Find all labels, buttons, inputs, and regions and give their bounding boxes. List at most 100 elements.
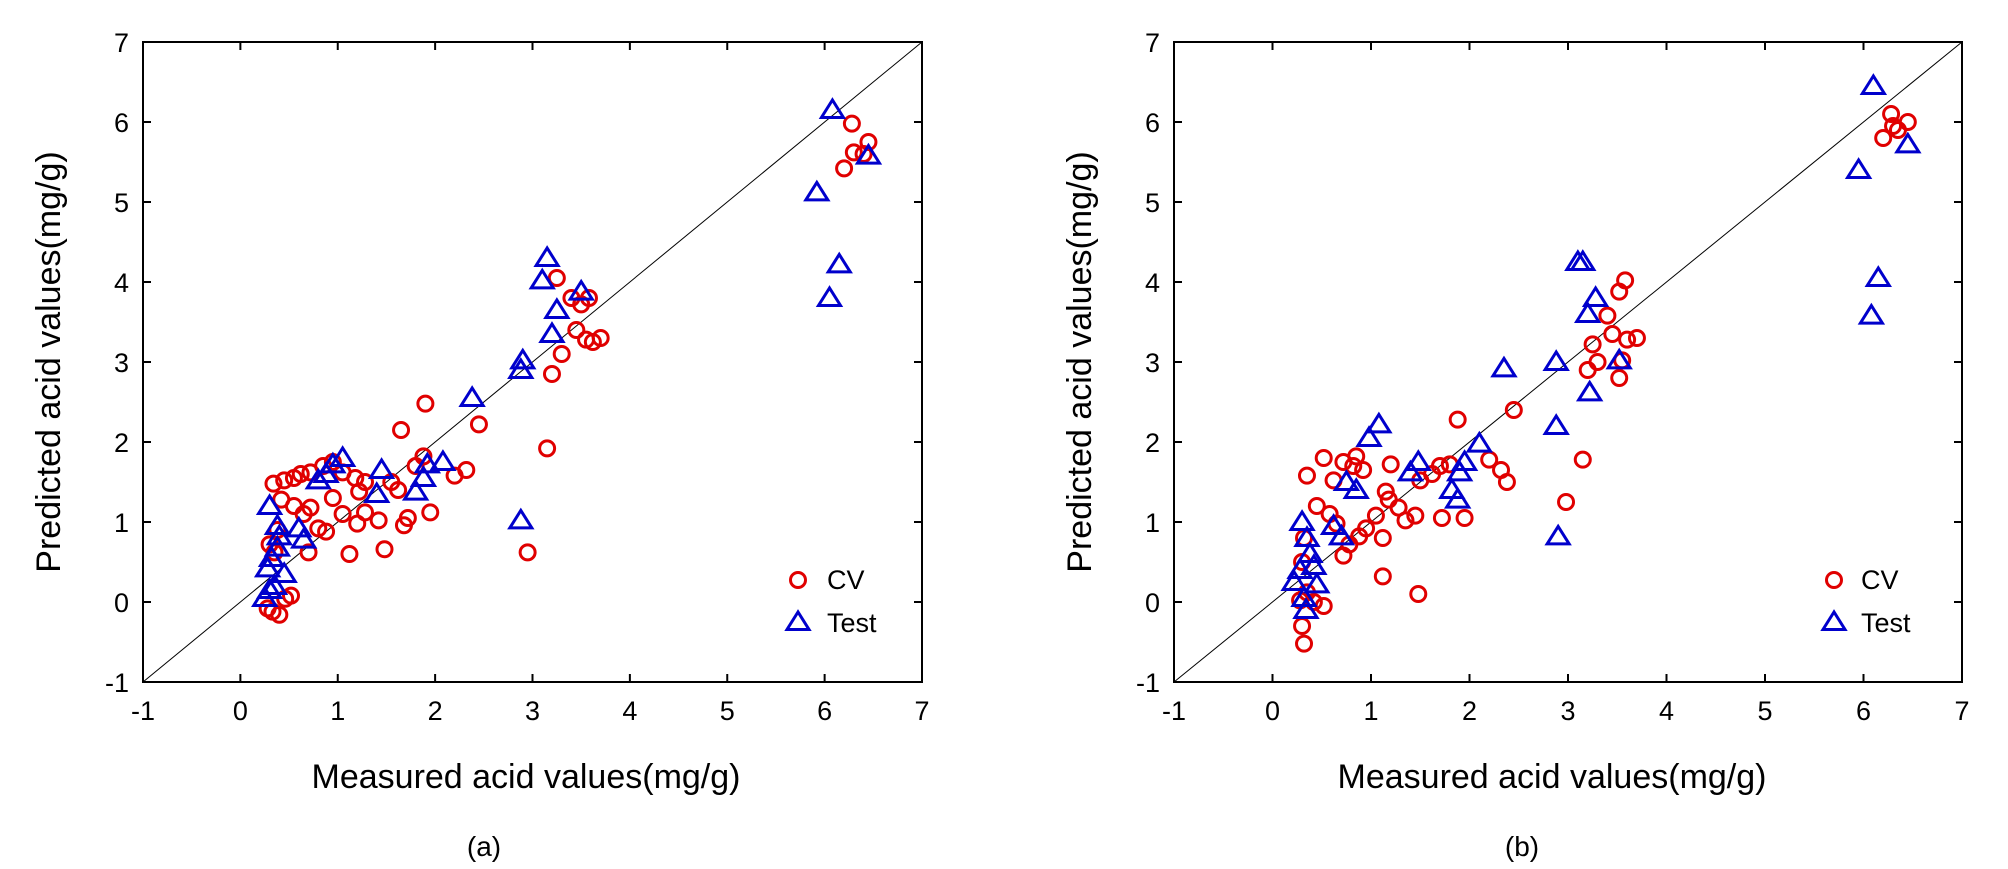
data-point	[392, 421, 411, 439]
data-point	[282, 586, 301, 605]
data-point	[264, 474, 283, 493]
data-point	[1573, 301, 1602, 323]
data-point	[1443, 486, 1472, 509]
data-point	[1342, 477, 1370, 499]
data-point	[1366, 506, 1385, 525]
data-point	[289, 526, 318, 549]
data-point	[323, 489, 342, 507]
data-point	[1288, 509, 1316, 531]
series-test	[251, 97, 883, 607]
data-point	[1575, 379, 1604, 402]
data-point	[1618, 330, 1637, 349]
y-tick-label: 5	[1145, 188, 1160, 218]
plot-layer: -1 0 1 2 3 4 5 6 7 -1 0 1 2 3 4 5 6 7	[105, 28, 930, 726]
x-tick-label: -1	[131, 696, 155, 726]
data-point	[416, 394, 435, 413]
data-point	[1569, 249, 1597, 271]
data-point	[265, 523, 294, 546]
data-point	[1404, 449, 1432, 471]
data-point	[284, 497, 303, 515]
identity-line	[142, 41, 923, 683]
data-point	[1598, 306, 1617, 325]
data-point	[567, 321, 586, 339]
data-point	[1357, 519, 1376, 538]
data-point	[835, 159, 854, 178]
data-point	[1409, 585, 1428, 603]
data-point	[469, 415, 488, 434]
data-point	[543, 297, 571, 319]
y-tick-label: 6	[1145, 108, 1160, 138]
y-tick-label: 4	[1145, 268, 1160, 298]
x-tick-label: 5	[720, 696, 735, 726]
legend-label-cv: CV	[1861, 565, 1899, 595]
x-axis-title: Measured acid values(mg/g)	[312, 758, 741, 796]
data-point	[328, 445, 357, 467]
data-point	[538, 439, 557, 458]
data-point	[1354, 461, 1373, 479]
x-tick-label: 6	[1856, 696, 1871, 726]
data-point	[825, 251, 853, 274]
y-axis-title: Predicted acid values(mg/g)	[30, 151, 68, 572]
data-point	[389, 481, 408, 499]
data-point	[1490, 355, 1518, 378]
x-tick-label: 2	[428, 696, 443, 726]
data-point	[1588, 353, 1607, 371]
data-point	[398, 509, 417, 527]
data-point	[263, 534, 292, 557]
data-point	[538, 321, 566, 343]
data-point	[1300, 553, 1328, 575]
data-point	[1578, 361, 1597, 379]
data-point	[319, 451, 347, 474]
legend-marker-cv	[1825, 571, 1843, 589]
y-tick-label: 7	[114, 28, 129, 58]
data-point	[369, 511, 388, 530]
data-point	[1432, 509, 1451, 527]
data-point	[356, 503, 375, 522]
data-point	[518, 543, 537, 562]
data-point	[458, 385, 486, 407]
data-point	[1455, 509, 1474, 527]
data-point	[1445, 459, 1474, 482]
data-point	[1332, 469, 1361, 491]
x-tick-label: 3	[525, 696, 540, 726]
data-point	[1314, 449, 1333, 467]
data-point	[1396, 511, 1415, 530]
data-point	[1857, 302, 1886, 325]
data-point	[1504, 401, 1523, 419]
data-point	[301, 498, 320, 517]
data-point	[255, 577, 284, 599]
data-point	[591, 329, 610, 347]
data-point	[1293, 617, 1312, 635]
data-point	[414, 447, 433, 466]
chart-panel-a: -1 0 1 2 3 4 5 6 7 -1 0 1 2 3 4 5 6 7 Measured acid value…	[30, 28, 930, 862]
data-point	[1355, 425, 1383, 447]
data-point	[260, 573, 289, 595]
y-tick-label: 0	[1145, 588, 1160, 618]
data-point	[815, 285, 844, 307]
data-point	[1297, 466, 1316, 485]
data-point	[533, 245, 561, 267]
data-point	[263, 513, 292, 535]
data-point	[1581, 285, 1610, 307]
y-tick-label: 1	[114, 508, 129, 538]
data-point	[528, 267, 556, 290]
data-point	[1882, 105, 1901, 123]
x-tick-label: 1	[330, 696, 345, 726]
data-point	[275, 471, 294, 490]
data-point	[299, 543, 318, 562]
x-tick-label: -1	[1162, 696, 1186, 726]
legend-marker-test	[1820, 609, 1848, 631]
legend-label-cv: CV	[827, 565, 865, 595]
y-tick-label: 1	[1145, 508, 1160, 538]
y-tick-label: -1	[105, 668, 129, 698]
y-tick-label: -1	[1136, 668, 1160, 698]
scatter-chart-a: -1 0 1 2 3 4 5 6 7 -1 0 1 2 3 4 5 6 7 Measured acid value…	[30, 28, 930, 862]
data-point	[1303, 571, 1331, 594]
data-point	[367, 457, 396, 479]
x-tick-label: 4	[622, 696, 637, 726]
data-point	[1542, 413, 1570, 435]
data-point	[413, 451, 442, 474]
data-point	[304, 467, 332, 490]
data-point	[350, 482, 369, 501]
data-point	[507, 507, 535, 530]
